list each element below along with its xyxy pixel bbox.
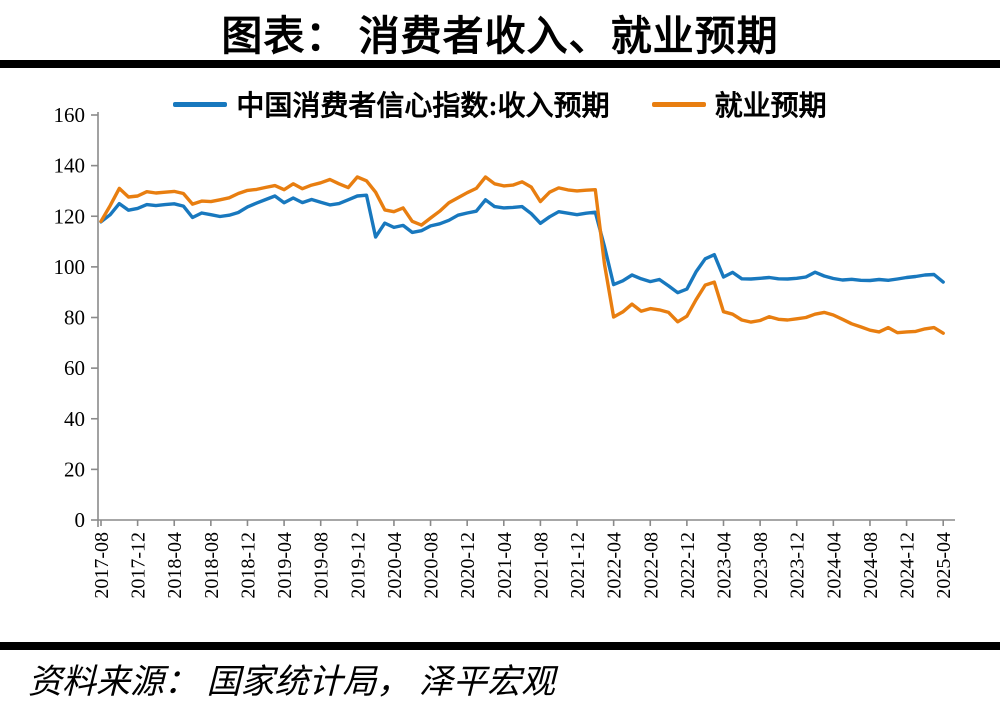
x-tick-label: 2024-12	[897, 532, 919, 599]
source-note: 资料来源： 国家统计局， 泽平宏观	[28, 664, 555, 701]
chart-title: 图表： 消费者收入、就业预期	[221, 13, 779, 59]
y-tick-label: 20	[64, 457, 85, 481]
y-tick-label: 80	[64, 306, 85, 330]
x-tick-label: 2022-12	[677, 532, 699, 599]
x-tick-label: 2019-04	[274, 532, 296, 599]
y-tick-label: 140	[54, 154, 86, 178]
x-tick-label: 2017-12	[128, 532, 150, 599]
y-tick-label: 160	[54, 103, 86, 127]
y-tick-label: 0	[75, 508, 86, 532]
y-tick-label: 120	[54, 204, 86, 228]
y-tick-label: 60	[64, 356, 85, 380]
top-divider-rule	[0, 60, 1000, 68]
chart-legend: 中国消费者信心指数:收入预期 就业预期	[0, 84, 1000, 124]
x-tick-label: 2018-08	[201, 532, 223, 599]
bottom-divider-rule	[0, 642, 1000, 650]
x-tick-label: 2023-12	[787, 532, 809, 599]
legend-label-employment: 就业预期	[714, 91, 827, 122]
income-series-line	[99, 193, 945, 295]
x-tick-label: 2023-04	[713, 532, 735, 599]
x-tick-label: 2020-08	[421, 532, 443, 599]
x-tick-label: 2025-04	[933, 532, 955, 599]
x-tick-label: 2024-08	[860, 532, 882, 599]
x-tick-label: 2019-12	[347, 532, 369, 599]
y-tick-label: 100	[54, 255, 86, 279]
x-tick-label: 2024-04	[823, 532, 845, 599]
x-tick-label: 2023-08	[750, 532, 772, 599]
x-tick-label: 2021-12	[567, 532, 589, 599]
x-tick-label: 2018-12	[237, 532, 259, 599]
x-tick-label: 2021-04	[494, 532, 516, 599]
x-tick-label: 2021-08	[530, 532, 552, 599]
x-tick-label: 2018-04	[164, 532, 186, 599]
legend-label-income: 中国消费者信心指数:收入预期	[236, 91, 610, 122]
employment-series-line	[99, 175, 945, 335]
legend-item-income: 中国消费者信心指数:收入预期	[173, 84, 610, 124]
income-line-swatch-icon	[173, 101, 228, 107]
employment-line-swatch-icon	[651, 101, 706, 107]
x-tick-label: 2022-04	[604, 532, 626, 599]
x-tick-label: 2019-08	[311, 532, 333, 599]
y-tick-label: 40	[64, 407, 85, 431]
legend-item-employment: 就业预期	[651, 84, 827, 124]
x-tick-label: 2017-08	[91, 532, 113, 599]
x-tick-label: 2020-12	[457, 532, 479, 599]
x-tick-label: 2022-08	[640, 532, 662, 599]
x-tick-label: 2020-04	[384, 532, 406, 599]
